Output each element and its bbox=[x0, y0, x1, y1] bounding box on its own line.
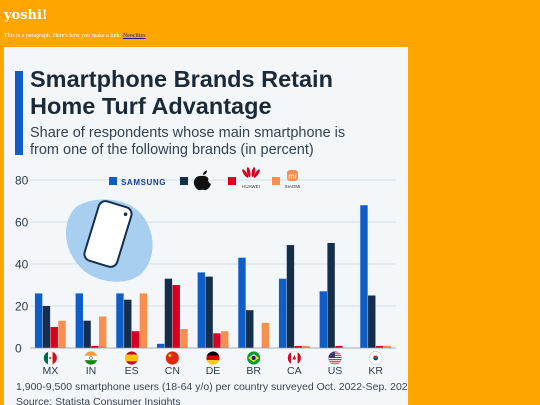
y-tick-label: 20 bbox=[15, 300, 29, 314]
flag-ca-icon bbox=[287, 351, 302, 365]
legend-xiaomi: mi XIAOMI bbox=[272, 170, 300, 189]
x-tick-label: BR bbox=[246, 365, 261, 377]
neocities-link[interactable]: Neocities bbox=[122, 33, 146, 39]
x-tick-label: DE bbox=[206, 365, 221, 377]
x-tick-label: IN bbox=[86, 365, 97, 377]
chart-subtitle: Share of respondents whose main smartpho… bbox=[30, 125, 346, 158]
bar-ca-xiaomi bbox=[302, 345, 310, 348]
xiaomi-caption: XIAOMI bbox=[285, 184, 301, 189]
svg-text:mi: mi bbox=[288, 174, 296, 181]
x-tick-label: KR bbox=[368, 365, 383, 377]
x-tick-label: MX bbox=[42, 365, 58, 377]
site-title: yoshi! bbox=[4, 8, 48, 23]
chart-bars bbox=[34, 205, 392, 348]
intro-text: This is a paragraph. Here's how you make… bbox=[4, 33, 123, 39]
bar-kr-samsung bbox=[360, 205, 368, 348]
bar-kr-huawei bbox=[375, 345, 384, 348]
bar-in-xiaomi bbox=[99, 316, 107, 348]
flag-mx-icon bbox=[43, 351, 58, 365]
huawei-caption: HUAWEI bbox=[242, 184, 260, 189]
chart-legend: SAMSUNG HUAWEI bbox=[109, 167, 300, 191]
title-accent-bar bbox=[15, 71, 23, 155]
apple-logo-icon bbox=[193, 170, 211, 191]
bar-in-huawei bbox=[91, 345, 99, 348]
samsung-wordmark: SAMSUNG bbox=[121, 178, 166, 187]
x-tick-labels: MX IN ES CN DE BR CA US KR bbox=[42, 365, 383, 377]
bar-br-samsung bbox=[238, 257, 246, 348]
bar-us-samsung bbox=[319, 291, 327, 348]
flag-cn-icon bbox=[165, 351, 180, 365]
bar-us-huawei bbox=[335, 345, 343, 348]
bar-in-apple bbox=[83, 320, 91, 348]
x-tick-label: CN bbox=[165, 365, 180, 377]
bar-de-samsung bbox=[197, 272, 205, 348]
flag-de-icon bbox=[206, 351, 220, 365]
bar-ca-huawei bbox=[294, 345, 302, 348]
legend-apple bbox=[180, 170, 211, 191]
bar-cn-xiaomi bbox=[180, 329, 188, 348]
bar-de-apple bbox=[205, 276, 213, 348]
bar-kr-apple bbox=[368, 295, 376, 348]
bar-cn-samsung bbox=[156, 343, 165, 348]
bar-mx-samsung bbox=[34, 293, 43, 348]
xiaomi-logo-icon: mi bbox=[287, 170, 298, 181]
chart-title: Smartphone Brands Retain Home Turf Advan… bbox=[30, 66, 333, 119]
bar-es-huawei bbox=[131, 331, 140, 348]
bar-in-samsung bbox=[75, 293, 83, 348]
huawei-logo-icon bbox=[242, 167, 260, 178]
bar-cn-huawei bbox=[172, 285, 180, 348]
bar-de-xiaomi bbox=[221, 331, 229, 348]
flag-kr-icon bbox=[368, 351, 383, 365]
bar-mx-apple bbox=[42, 306, 51, 348]
chart-source: Source: Statista Consumer Insights bbox=[16, 396, 181, 405]
flag-br-icon bbox=[246, 351, 261, 365]
y-tick-label: 0 bbox=[15, 342, 22, 356]
bar-ca-samsung bbox=[278, 278, 287, 348]
bar-es-samsung bbox=[116, 293, 124, 348]
chart-area: 0 20 40 60 80 SAMSUNG bbox=[15, 167, 396, 377]
legend-huawei: HUAWEI bbox=[228, 167, 260, 189]
bar-mx-xiaomi bbox=[58, 320, 66, 348]
infographic-card: Smartphone Brands Retain Home Turf Advan… bbox=[4, 47, 408, 405]
bar-br-xiaomi bbox=[261, 322, 270, 348]
x-tick-label: ES bbox=[125, 365, 139, 377]
legend-samsung: SAMSUNG bbox=[109, 177, 166, 187]
smartphone-illustration bbox=[65, 199, 153, 282]
flag-in-icon bbox=[84, 351, 98, 365]
bar-us-apple bbox=[327, 243, 335, 348]
bar-ca-apple bbox=[286, 245, 295, 348]
intro-paragraph: This is a paragraph. Here's how you make… bbox=[4, 33, 146, 39]
x-tick-label: CA bbox=[287, 365, 302, 377]
y-tick-label: 80 bbox=[15, 174, 29, 188]
flag-es-icon bbox=[124, 351, 139, 365]
bar-mx-huawei bbox=[50, 327, 58, 348]
bar-kr-xiaomi bbox=[383, 345, 392, 348]
bar-br-apple bbox=[246, 310, 254, 348]
bar-es-apple bbox=[124, 299, 132, 348]
bar-de-huawei bbox=[213, 333, 221, 348]
x-tick-label: US bbox=[328, 365, 343, 377]
flag-us-icon bbox=[328, 351, 342, 365]
chart-footnote: 1,900-9,500 smartphone users (18-64 y/o)… bbox=[16, 381, 408, 393]
bar-es-xiaomi bbox=[139, 293, 148, 348]
country-flags bbox=[43, 351, 383, 365]
y-tick-label: 40 bbox=[15, 258, 29, 272]
y-tick-label: 60 bbox=[15, 216, 29, 230]
bar-cn-apple bbox=[164, 278, 173, 348]
y-tick-labels: 0 20 40 60 80 bbox=[15, 174, 29, 356]
